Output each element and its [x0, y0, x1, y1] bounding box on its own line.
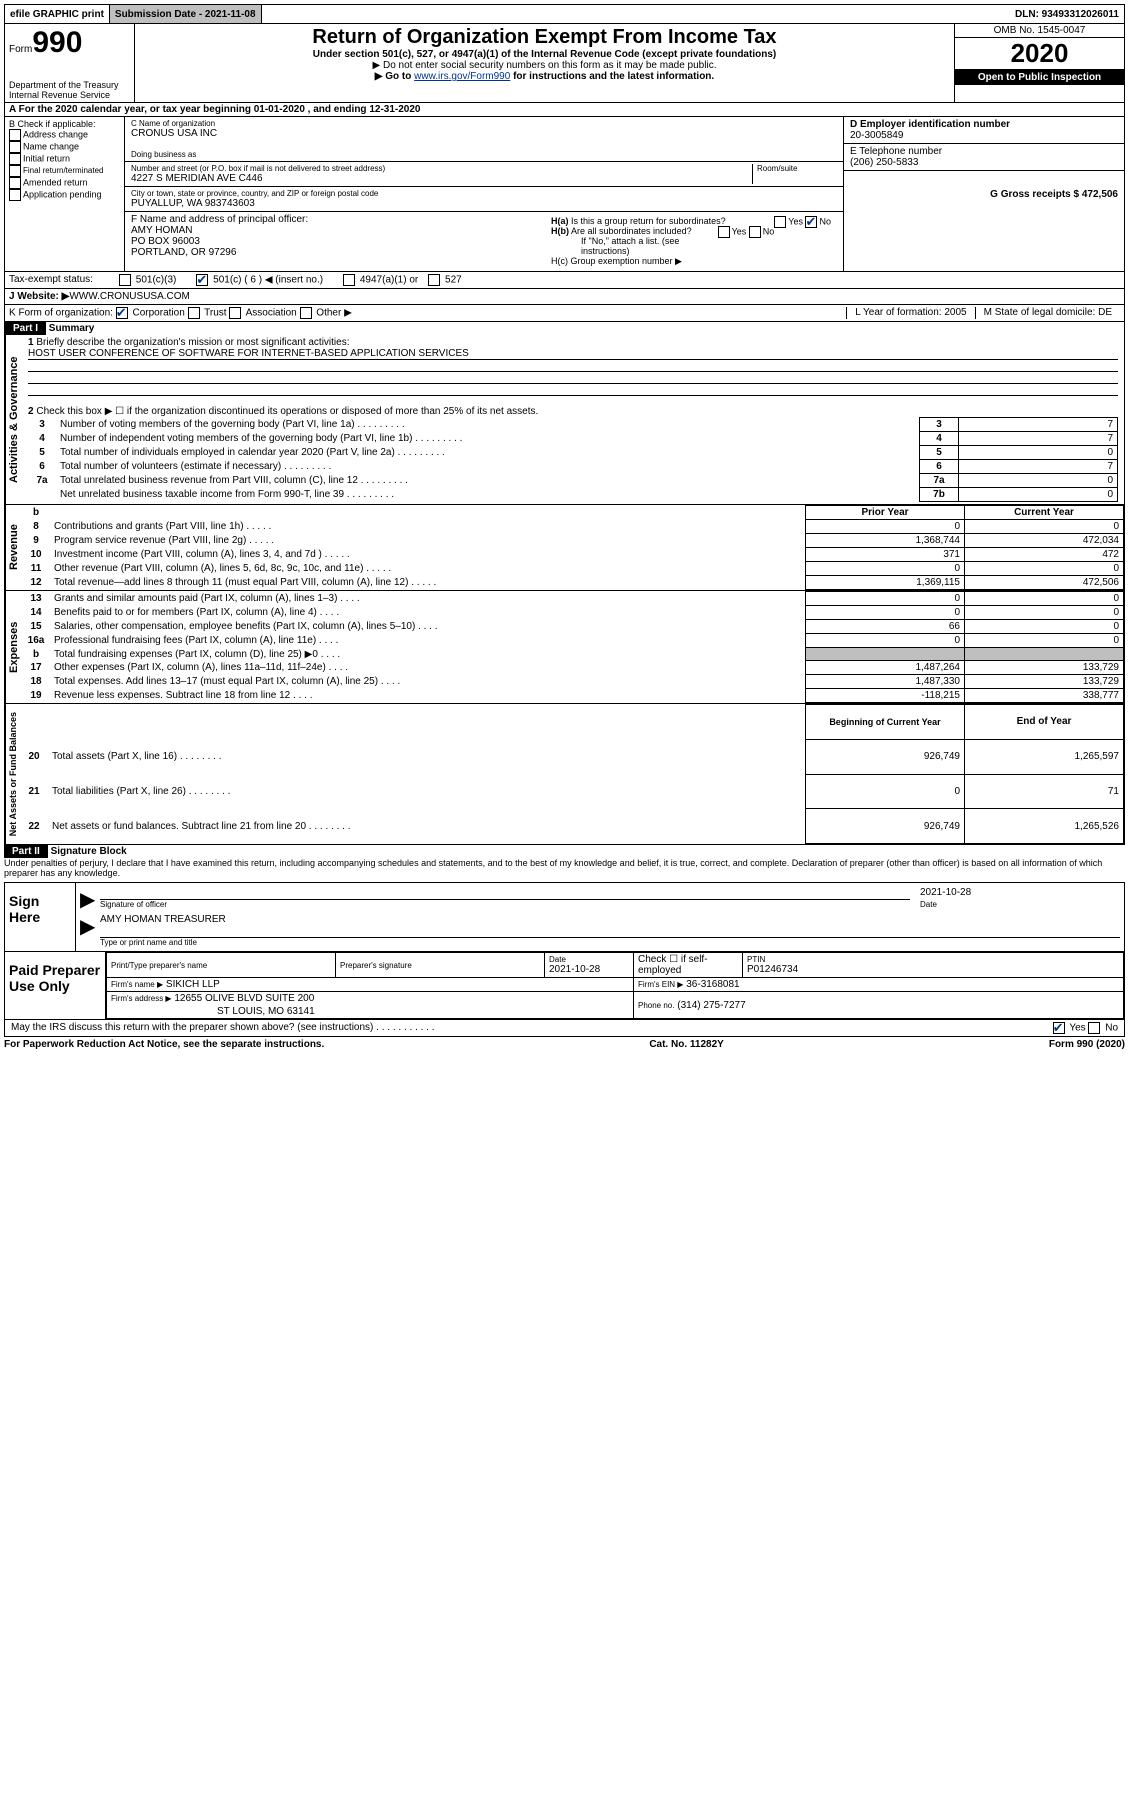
perjury-text: Under penalties of perjury, I declare th… [4, 858, 1125, 878]
chk-other[interactable] [300, 307, 312, 319]
tax-status-label: Tax-exempt status: [9, 274, 119, 286]
governance-table: 3Number of voting members of the governi… [28, 417, 1118, 502]
col-b-checkboxes: B Check if applicable: Address change Na… [5, 117, 125, 271]
tax-status-row: Tax-exempt status: 501(c)(3) 501(c) ( 6 … [4, 272, 1125, 289]
col-b-label: B Check if applicable: [9, 119, 120, 129]
ptin: P01246734 [747, 964, 1119, 975]
form-header: Form990 Department of the Treasury Inter… [4, 24, 1125, 103]
officer-addr2: PORTLAND, OR 97296 [131, 247, 545, 258]
chk-address[interactable]: Address change [9, 129, 120, 141]
ssn-note: ▶ Do not enter social security numbers o… [137, 60, 952, 71]
street-address: 4227 S MERIDIAN AVE C446 [131, 173, 752, 184]
status-527[interactable]: 527 [428, 274, 461, 286]
row-a-period: A For the 2020 calendar year, or tax yea… [4, 103, 1125, 117]
status-501c3[interactable]: 501(c)(3) [119, 274, 176, 286]
efile-label: efile GRAPHIC print [5, 5, 110, 23]
open-public-badge: Open to Public Inspection [955, 70, 1124, 85]
col-c-name-addr: C Name of organization CRONUS USA INC Do… [125, 117, 844, 271]
officer-name-title: AMY HOMAN TREASURER [100, 914, 1120, 938]
officer-label: F Name and address of principal officer: [131, 214, 545, 225]
website-row: J Website: ▶ WWW.CRONUSUSA.COM [4, 289, 1125, 305]
col-d-ein: D Employer identification number 20-3005… [844, 117, 1124, 271]
entity-info: B Check if applicable: Address change Na… [4, 117, 1125, 272]
gross-receipts: G Gross receipts $ 472,506 [844, 171, 1124, 202]
form-title: Return of Organization Exempt From Incom… [137, 26, 952, 49]
room-suite: Room/suite [753, 164, 837, 184]
revenue-table: bPrior YearCurrent Year 8Contributions a… [22, 505, 1124, 590]
part1-container: Part I Summary Activities & Governance 1… [4, 322, 1125, 845]
officer-addr1: PO BOX 96003 [131, 236, 545, 247]
footer: For Paperwork Reduction Act Notice, see … [4, 1039, 1125, 1050]
chk-name[interactable]: Name change [9, 141, 120, 153]
phone-value: (206) 250-5833 [850, 157, 1118, 168]
footer-catno: Cat. No. 11282Y [649, 1039, 723, 1050]
dln: DLN: 93493312026011 [1010, 5, 1124, 23]
row-k: K Form of organization: Corporation Trus… [4, 305, 1125, 322]
firm-phone: (314) 275-7277 [677, 1000, 745, 1011]
sign-here-label: Sign Here [5, 883, 75, 951]
part2-header: Part II [4, 845, 48, 858]
goto-note: ▶ Go to www.irs.gov/Form990 for instruct… [137, 71, 952, 82]
form-subtitle: Under section 501(c), 527, or 4947(a)(1)… [137, 49, 952, 60]
officer-name: AMY HOMAN [131, 225, 545, 236]
chk-amended[interactable]: Amended return [9, 177, 120, 189]
footer-left: For Paperwork Reduction Act Notice, see … [4, 1039, 324, 1050]
state-domicile: M State of legal domicile: DE [975, 307, 1120, 319]
dept-treasury: Department of the Treasury [9, 80, 130, 90]
footer-right: Form 990 (2020) [1049, 1039, 1125, 1050]
firm-addr1: 12655 OLIVE BLVD SUITE 200 [174, 993, 314, 1004]
ein-value: 20-3005849 [850, 130, 1118, 141]
sign-block: Sign Here ▶ 2021-10-28 Signature of offi… [4, 882, 1125, 952]
label-expenses: Expenses [5, 591, 22, 703]
phone-row: E Telephone number (206) 250-5833 [844, 144, 1124, 171]
paid-preparer-block: Paid Preparer Use Only Print/Type prepar… [4, 952, 1125, 1020]
chk-pending[interactable]: Application pending [9, 189, 120, 201]
status-501c[interactable]: 501(c) ( 6 ) ◀ (insert no.) [196, 274, 323, 286]
label-revenue: Revenue [5, 505, 22, 590]
firm-name: SIKICH LLP [166, 979, 220, 990]
chk-trust[interactable] [188, 307, 200, 319]
city-state-zip: PUYALLUP, WA 983743603 [131, 198, 837, 209]
form-title-box: Return of Organization Exempt From Incom… [135, 24, 954, 102]
form-id-box: Form990 Department of the Treasury Inter… [5, 24, 135, 102]
top-bar: efile GRAPHIC print Submission Date - 20… [4, 4, 1125, 24]
mission-text: HOST USER CONFERENCE OF SOFTWARE FOR INT… [28, 348, 1118, 360]
chk-final[interactable]: Final return/terminated [9, 165, 120, 177]
org-name: CRONUS USA INC [131, 128, 837, 139]
discuss-yes[interactable] [1053, 1022, 1065, 1034]
firm-ein: 36-3168081 [686, 979, 739, 990]
omb-number: OMB No. 1545-0047 [955, 24, 1124, 38]
city-row: City or town, state or province, country… [125, 187, 843, 212]
part1-header: Part I [5, 322, 46, 335]
submission-date: Submission Date - 2021-11-08 [110, 5, 262, 23]
sign-date: 2021-10-28 [920, 887, 1120, 898]
dept-irs: Internal Revenue Service [9, 90, 130, 100]
paid-preparer-label: Paid Preparer Use Only [5, 952, 105, 1019]
website-value: WWW.CRONUSUSA.COM [69, 291, 190, 302]
status-4947[interactable]: 4947(a)(1) or [343, 274, 418, 286]
chk-initial[interactable]: Initial return [9, 153, 120, 165]
officer-signature[interactable] [100, 887, 910, 900]
label-activities-governance: Activities & Governance [5, 335, 22, 504]
officer-row: F Name and address of principal officer:… [125, 212, 843, 271]
label-net-assets: Net Assets or Fund Balances [5, 704, 20, 844]
year-formation: L Year of formation: 2005 [846, 307, 974, 319]
expenses-table: 13Grants and similar amounts paid (Part … [22, 591, 1124, 703]
form990-link[interactable]: www.irs.gov/Form990 [414, 71, 510, 82]
discuss-row: May the IRS discuss this return with the… [4, 1020, 1125, 1037]
tax-year: 2020 [955, 38, 1124, 70]
firm-addr2: ST LOUIS, MO 63141 [107, 1005, 634, 1019]
chk-corporation[interactable] [116, 307, 128, 319]
h-questions: H(a) Is this a group return for subordin… [545, 214, 837, 269]
ein-row: D Employer identification number 20-3005… [844, 117, 1124, 144]
chk-association[interactable] [229, 307, 241, 319]
net-assets-table: Beginning of Current YearEnd of Year 20T… [20, 704, 1124, 844]
org-name-row: C Name of organization CRONUS USA INC Do… [125, 117, 843, 162]
year-box: OMB No. 1545-0047 2020 Open to Public In… [954, 24, 1124, 102]
street-row: Number and street (or P.O. box if mail i… [125, 162, 843, 187]
discuss-no[interactable] [1088, 1022, 1100, 1034]
